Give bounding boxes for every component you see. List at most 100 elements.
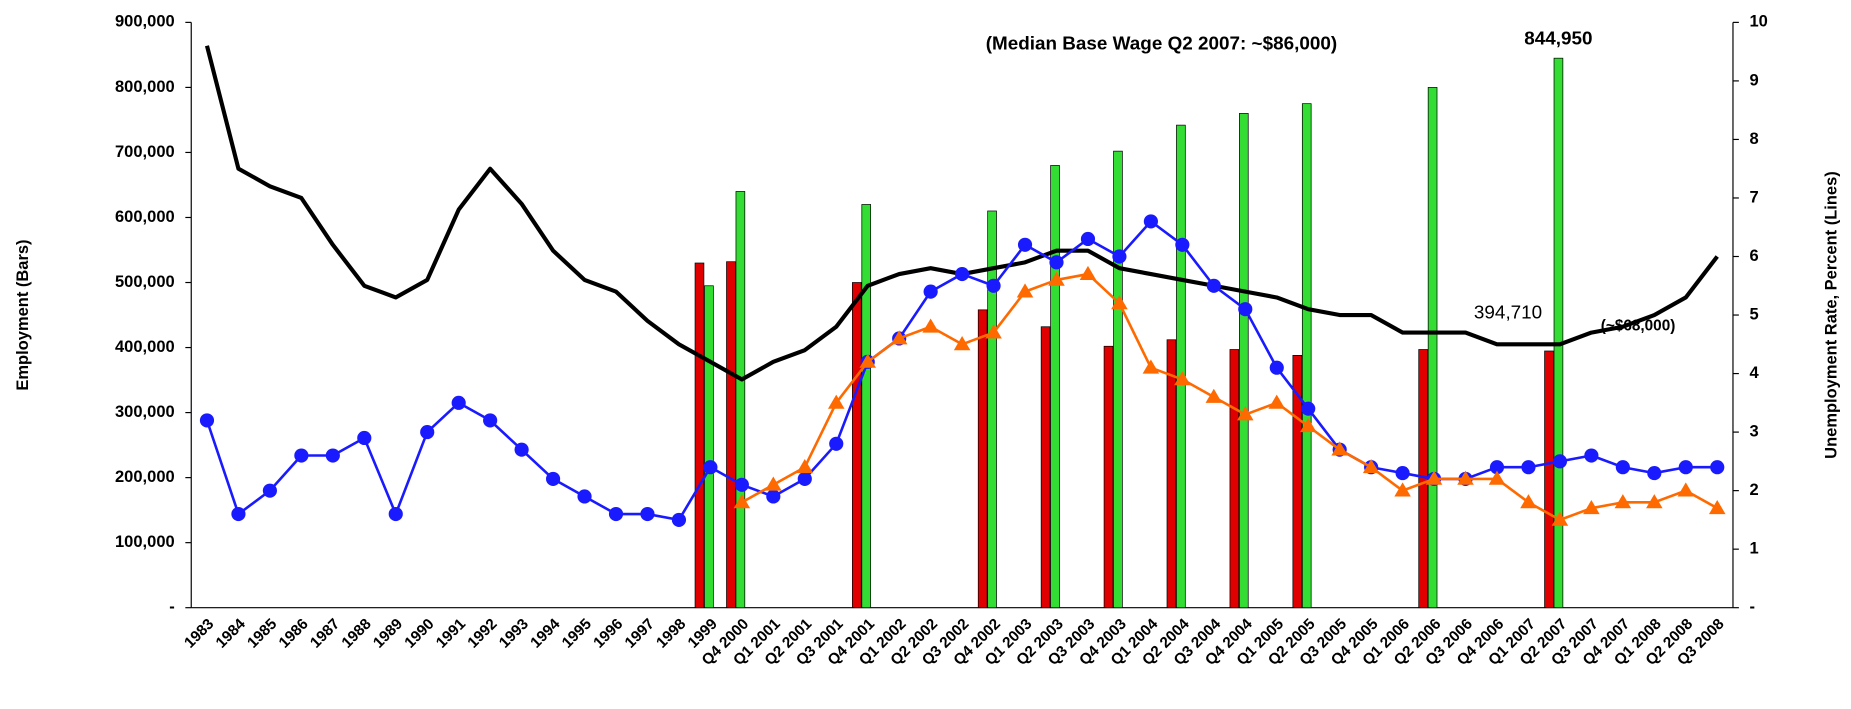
bar xyxy=(1427,87,1438,609)
bar xyxy=(1113,150,1123,609)
bar xyxy=(1166,339,1177,609)
x-tick-label: 1996 xyxy=(590,616,626,652)
y2-tick-label: 6 xyxy=(1750,247,1759,265)
y-axis-label: Employment (Bars) xyxy=(14,239,32,390)
marker xyxy=(671,512,687,527)
x-tick-label: 1995 xyxy=(559,615,595,651)
marker xyxy=(859,353,876,368)
y2-tick-label: 1 xyxy=(1750,540,1759,558)
marker xyxy=(1079,265,1097,280)
marker xyxy=(1521,460,1536,475)
marker xyxy=(733,494,751,509)
x-tick-label: 1993 xyxy=(496,616,532,652)
marker xyxy=(1142,359,1160,374)
annotation: (Median Base Wage Q2 2007: ~$86,000) xyxy=(986,33,1337,54)
marker xyxy=(545,471,561,486)
line xyxy=(741,272,1718,522)
marker xyxy=(388,506,403,522)
x-tick-label: 1986 xyxy=(276,616,312,652)
marker xyxy=(1647,466,1662,481)
marker xyxy=(1362,458,1380,474)
bar xyxy=(1301,103,1312,609)
bar xyxy=(694,262,705,609)
y2-tick-label: 8 xyxy=(1750,130,1759,148)
marker xyxy=(1394,482,1411,497)
marker xyxy=(483,413,498,428)
x-tick-label: 1987 xyxy=(307,616,343,652)
y2-tick-label: 4 xyxy=(1750,364,1760,382)
bar xyxy=(1544,350,1554,609)
bar xyxy=(977,309,988,609)
bar xyxy=(861,204,872,609)
marker xyxy=(985,324,1002,339)
marker xyxy=(1175,237,1190,252)
x-tick-label: 1990 xyxy=(401,616,437,652)
y2-tick-label: 3 xyxy=(1750,422,1759,440)
marker xyxy=(294,448,309,463)
marker xyxy=(1646,494,1663,509)
x-tick-label: 1988 xyxy=(339,615,375,651)
y-tick-label: 200,000 xyxy=(115,468,175,486)
marker xyxy=(1205,388,1223,403)
marker xyxy=(986,278,1001,293)
line xyxy=(204,45,1719,382)
bar xyxy=(1103,345,1114,609)
bar xyxy=(1292,355,1303,609)
marker xyxy=(262,483,277,498)
marker xyxy=(703,460,718,475)
marker xyxy=(1520,494,1537,509)
marker xyxy=(1331,441,1348,456)
marker xyxy=(608,506,624,522)
marker xyxy=(1017,237,1033,252)
y2-tick-label: 5 xyxy=(1750,305,1759,323)
x-tick-label: 1983 xyxy=(181,616,217,652)
marker xyxy=(1488,470,1506,485)
marker xyxy=(1268,394,1286,409)
bar xyxy=(1239,113,1249,609)
y2-tick-label: 7 xyxy=(1750,188,1759,206)
bar xyxy=(1050,165,1060,609)
y2-axis-label: Unemployment Rate, Percent (Lines) xyxy=(1822,171,1840,459)
marker xyxy=(1299,418,1317,433)
marker xyxy=(514,442,529,457)
marker xyxy=(1301,401,1316,416)
marker xyxy=(1238,302,1253,317)
x-tick-label: 1991 xyxy=(433,615,469,651)
marker xyxy=(1551,511,1569,526)
y-tick-label: 100,000 xyxy=(115,533,175,551)
y-tick-label: 700,000 xyxy=(115,143,175,161)
marker xyxy=(1584,448,1599,463)
x-tick-label: 1998 xyxy=(653,615,689,651)
marker xyxy=(1080,231,1096,247)
marker xyxy=(231,506,246,522)
marker xyxy=(640,506,655,522)
bar xyxy=(704,285,714,609)
bar xyxy=(852,282,862,609)
y2-tick-label: 2 xyxy=(1750,481,1759,499)
marker xyxy=(955,266,970,282)
marker xyxy=(796,458,814,474)
marker xyxy=(1112,249,1127,264)
marker xyxy=(1395,466,1410,481)
y-tick-label: 900,000 xyxy=(115,13,175,31)
bar xyxy=(735,191,746,609)
annotation: (~$68,000) xyxy=(1601,317,1676,334)
marker xyxy=(953,336,971,351)
marker xyxy=(922,318,939,333)
y2-tick-label: 9 xyxy=(1750,71,1759,89)
marker xyxy=(1678,460,1693,475)
marker xyxy=(797,471,812,486)
marker xyxy=(1710,460,1725,475)
marker xyxy=(923,284,938,299)
marker xyxy=(1048,271,1065,286)
marker xyxy=(890,330,908,345)
marker xyxy=(451,395,466,410)
marker xyxy=(199,413,215,428)
marker xyxy=(1049,255,1064,270)
marker xyxy=(1677,482,1695,497)
marker xyxy=(766,489,781,504)
y-tick-label: 500,000 xyxy=(115,273,175,291)
marker xyxy=(827,394,845,409)
marker xyxy=(1457,470,1474,485)
